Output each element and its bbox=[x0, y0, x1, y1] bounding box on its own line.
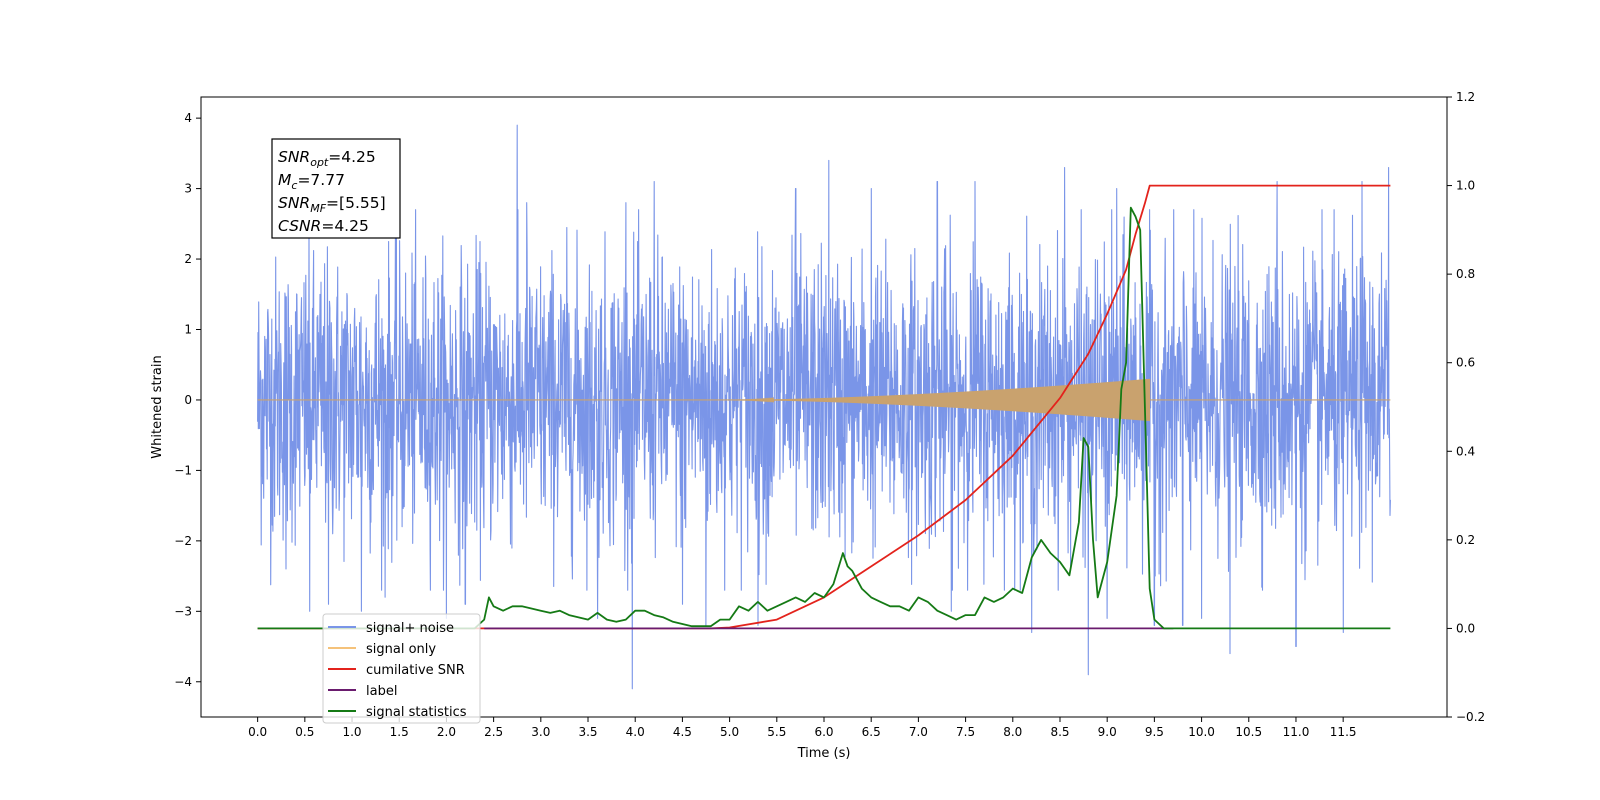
legend-label: signal statistics bbox=[366, 705, 467, 720]
x-tick-label: 3.5 bbox=[578, 725, 597, 739]
x-tick-label: 11.0 bbox=[1283, 725, 1310, 739]
y-tick-label: 1 bbox=[184, 323, 192, 337]
legend-label: cumilative SNR bbox=[366, 663, 465, 678]
y-tick-label: 0 bbox=[184, 393, 192, 407]
y2-tick-label: 1.2 bbox=[1456, 90, 1475, 104]
info-line: SNRMF=[5.55] bbox=[278, 194, 386, 215]
y-tick-label: 4 bbox=[184, 111, 192, 125]
info-line: CSNR=4.25 bbox=[278, 217, 369, 235]
y2-tick-label: 0.6 bbox=[1456, 356, 1475, 370]
x-tick-label: 8.5 bbox=[1050, 725, 1069, 739]
y-tick-label: −4 bbox=[174, 675, 192, 689]
legend-label: signal only bbox=[366, 642, 436, 657]
x-tick-label: 2.0 bbox=[437, 725, 456, 739]
x-tick-label: 9.0 bbox=[1098, 725, 1117, 739]
y-tick-label: 2 bbox=[184, 252, 192, 266]
y-axis-right: 1.2 1.0 0.8 0.6 0.4 0.2 0.0 −0.2 bbox=[1447, 90, 1485, 724]
plot-area bbox=[257, 124, 1391, 690]
x-tick-label: 8.0 bbox=[1003, 725, 1022, 739]
y2-tick-label: 0.8 bbox=[1456, 267, 1475, 281]
y-axis-left: 4 3 2 1 0 −1 −2 −3 −4 bbox=[174, 111, 201, 689]
series-signal-only bbox=[257, 378, 1391, 422]
y-tick-label: 3 bbox=[184, 182, 192, 196]
x-tick-label: 6.0 bbox=[814, 725, 833, 739]
y-tick-label: −2 bbox=[174, 534, 192, 548]
y2-tick-label: −0.2 bbox=[1456, 710, 1485, 724]
x-tick-label: 10.0 bbox=[1188, 725, 1215, 739]
info-line: Mc=7.77 bbox=[278, 171, 345, 192]
x-tick-label: 4.5 bbox=[673, 725, 692, 739]
info-line: SNRopt=4.25 bbox=[278, 148, 376, 169]
x-tick-label: 1.0 bbox=[342, 725, 361, 739]
x-tick-label: 0.5 bbox=[295, 725, 314, 739]
x-tick-label: 5.5 bbox=[767, 725, 786, 739]
series-signal-noise bbox=[257, 124, 1391, 690]
y2-tick-label: 0.2 bbox=[1456, 533, 1475, 547]
x-tick-label: 11.5 bbox=[1330, 725, 1357, 739]
legend-label: signal+ noise bbox=[366, 621, 454, 636]
series-layer bbox=[257, 124, 1391, 690]
x-tick-label: 3.0 bbox=[531, 725, 550, 739]
series-signal-statistics bbox=[257, 206, 1391, 630]
x-tick-label: 5.0 bbox=[720, 725, 739, 739]
x-tick-label: 9.5 bbox=[1145, 725, 1164, 739]
y2-tick-label: 0.0 bbox=[1456, 621, 1475, 635]
legend: signal+ noise signal only cumilative SNR la… bbox=[322, 613, 481, 724]
y-tick-label: −3 bbox=[174, 604, 192, 618]
x-axis-label: Time (s) bbox=[797, 746, 851, 761]
x-tick-label: 10.5 bbox=[1235, 725, 1262, 739]
x-axis: 0.0 0.5 1.0 1.5 2.0 2.5 3.0 3.5 4.0 4.5 5.0 5.5 6.0 6… bbox=[248, 717, 1357, 739]
x-tick-label: 7.0 bbox=[909, 725, 928, 739]
x-tick-label: 0.0 bbox=[248, 725, 267, 739]
legend-label: label bbox=[366, 684, 397, 699]
y-axis-label: Whitened strain bbox=[150, 355, 165, 458]
y2-tick-label: 1.0 bbox=[1456, 179, 1475, 193]
x-tick-label: 6.5 bbox=[862, 725, 881, 739]
y-tick-label: −1 bbox=[174, 463, 192, 477]
x-tick-label: 2.5 bbox=[484, 725, 503, 739]
y2-tick-label: 0.4 bbox=[1456, 444, 1475, 458]
x-tick-label: 1.5 bbox=[390, 725, 409, 739]
x-tick-label: 7.5 bbox=[956, 725, 975, 739]
x-tick-label: 4.0 bbox=[626, 725, 645, 739]
